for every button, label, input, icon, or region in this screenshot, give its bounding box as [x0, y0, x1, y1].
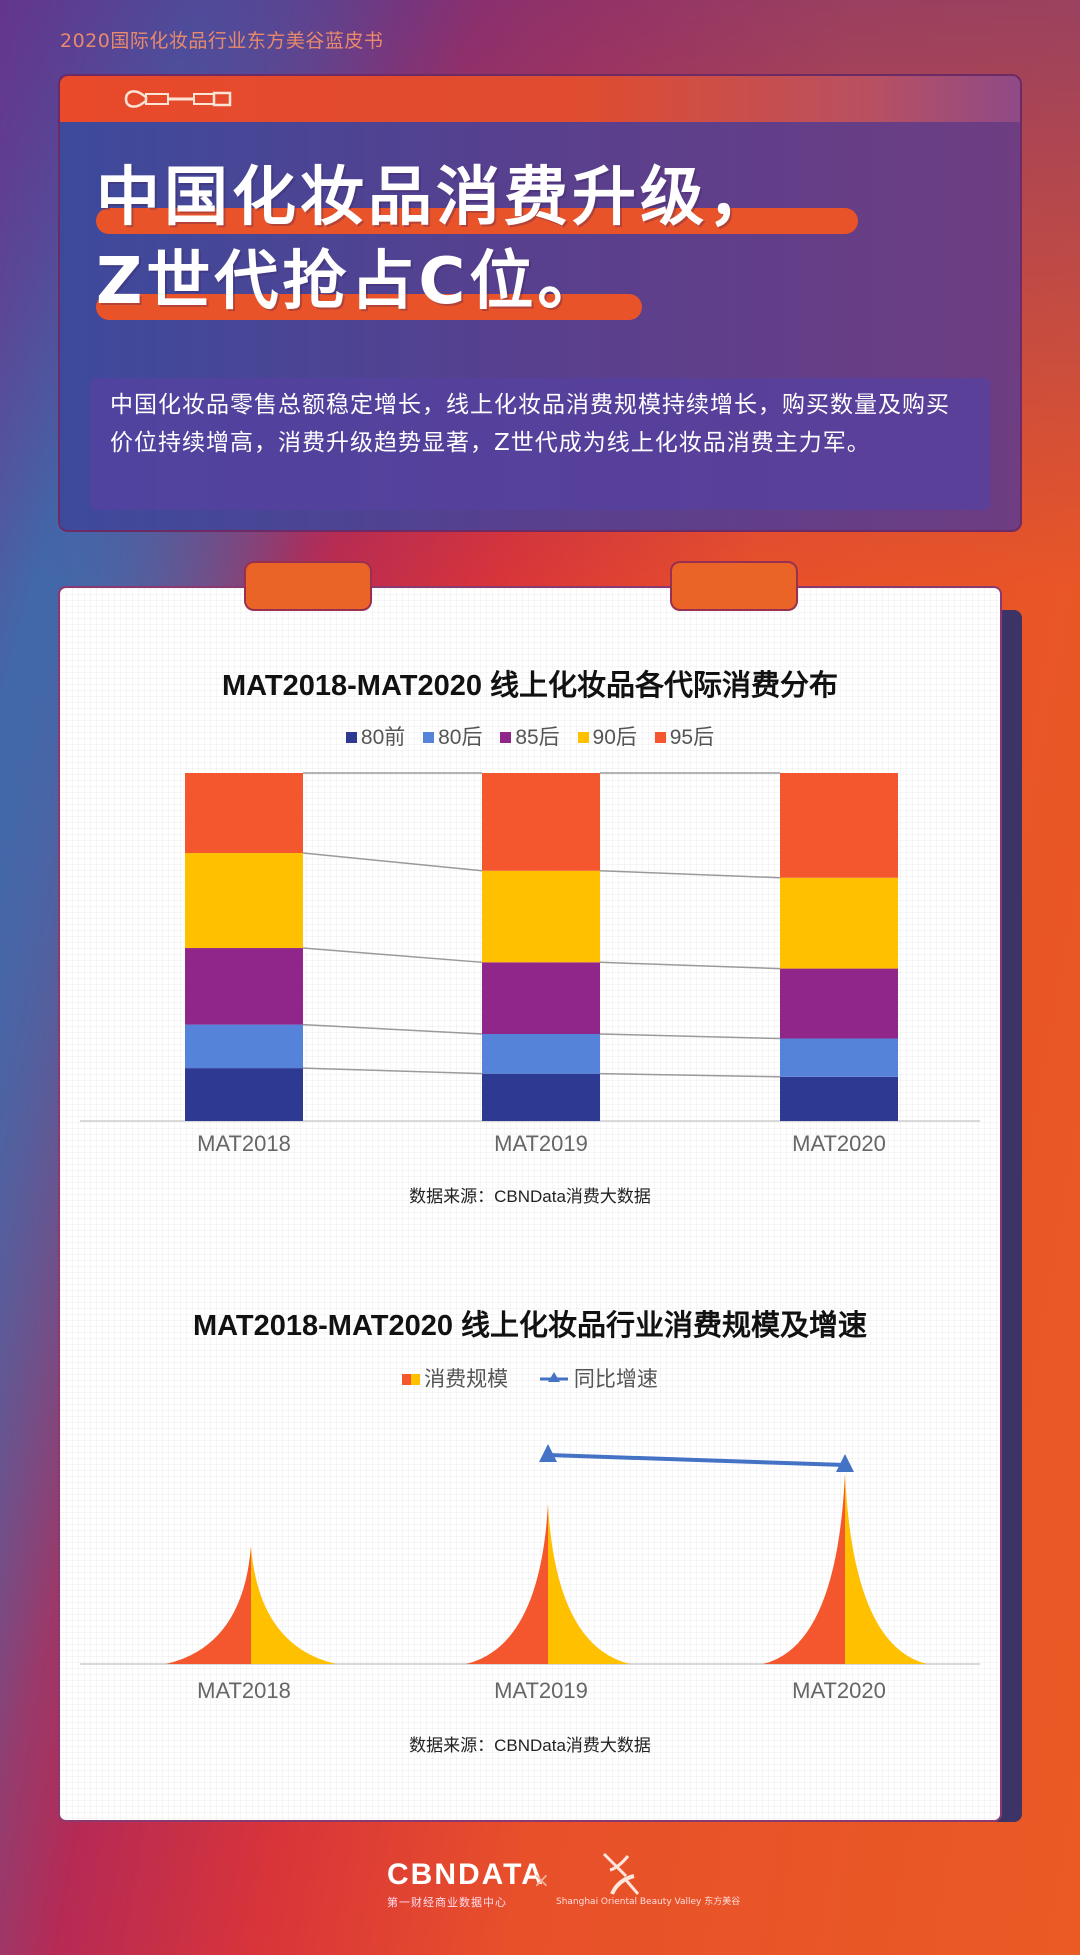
x-label-mat2020: MAT2020 [792, 1678, 886, 1703]
series-connector-line [599, 1033, 781, 1040]
bar-segment [185, 948, 303, 1025]
bar-segment [482, 773, 600, 871]
headline: 中国化妆品消费升级， Z世代抢占C位。 [96, 156, 996, 324]
headline-card: 中国化妆品消费升级， Z世代抢占C位。 中国化妆品零售总额稳定增长，线上化妆品消… [60, 76, 1020, 530]
chart2-source: 数据来源：CBNData消费大数据 [409, 1736, 651, 1755]
chart1-source: 数据来源：CBNData消费大数据 [409, 1187, 651, 1206]
bar-segment [780, 968, 898, 1039]
chart1-plot [80, 772, 980, 1122]
highlight-bar [96, 294, 642, 320]
headline-text-1: 中国化妆品消费升级， [96, 161, 776, 235]
swatch-90hou [577, 732, 589, 743]
triangle-marker-icon [836, 1454, 854, 1472]
x-label-mat2018: MAT2018 [197, 1678, 291, 1703]
card-header-strip [60, 76, 1020, 122]
x-label-mat2020: MAT2020 [792, 1131, 886, 1156]
chart2-legend: 消费规模 同比增速 [60, 1363, 1000, 1393]
bar-segment [185, 1024, 303, 1069]
bar-segment [780, 1038, 898, 1077]
scale-peak-right [548, 1504, 630, 1664]
scale-peak-left [466, 1504, 548, 1664]
logo-separator: × [533, 1868, 550, 1892]
legend-item-85hou: 85后 [500, 721, 560, 751]
scale-peak-right [251, 1546, 336, 1664]
oriental-beauty-valley-icon [602, 1852, 640, 1895]
chart-card: MAT2018-MAT2020 线上化妆品各代际消费分布 80前 80后 85后… [60, 588, 1000, 1820]
bar-segment [780, 877, 898, 969]
cbndata-logo: CBNDATA 第一财经商业数据中心 [387, 1858, 545, 1910]
bar-segment [482, 962, 600, 1034]
bar-segment [780, 1076, 898, 1121]
series-connector-line [302, 852, 483, 872]
series-connector-line [302, 947, 483, 964]
series-connector-line [599, 1072, 781, 1078]
triangle-line-icon [540, 1372, 568, 1382]
legend-label: 80后 [438, 726, 483, 749]
headline-line-2: Z世代抢占C位。 [96, 240, 996, 324]
chart1-legend: 80前 80后 85后 90后 95后 [60, 721, 1000, 751]
scale-peak-left [166, 1546, 251, 1664]
chart2-title: MAT2018-MAT2020 线上化妆品行业消费规模及增速 [192, 1310, 868, 1342]
growth-line [547, 1453, 846, 1467]
makeup-wand-icon [124, 90, 232, 108]
triangle-marker-icon [539, 1444, 557, 1462]
bar-segment [482, 870, 600, 963]
legend-label: 95后 [669, 726, 715, 749]
bar-segment [780, 773, 898, 878]
bar-segment [185, 853, 303, 949]
cbndata-logo-text: CBNDATA [387, 1858, 545, 1891]
legend-label: 90后 [592, 726, 637, 749]
legend-label: 85后 [515, 726, 560, 749]
scale-peak-right [845, 1473, 927, 1664]
series-connector-line [599, 870, 781, 879]
bar-segment [482, 1034, 600, 1074]
swatch-95hou [654, 732, 666, 743]
bar-segment [185, 1068, 303, 1121]
series-connector-line [599, 961, 781, 970]
legend-item-95hou: 95后 [654, 721, 715, 751]
headline-line-1: 中国化妆品消费升级， [96, 156, 996, 240]
swatch-scale [402, 1374, 421, 1385]
headline-text-2: Z世代抢占C位。 [96, 245, 606, 319]
x-label-mat2019: MAT2019 [494, 1678, 588, 1703]
legend-item-80qian: 80前 [345, 721, 406, 751]
bar-segment [185, 773, 303, 854]
legend-label: 消费规模 [424, 1368, 509, 1391]
legend-label: 同比增速 [573, 1368, 658, 1391]
legend-item-90hou: 90后 [577, 721, 637, 751]
legend-item-growth: 同比增速 [540, 1363, 658, 1393]
swatch-80qian [345, 732, 357, 743]
binder-tab-right [672, 563, 796, 609]
oriental-beauty-valley-subtitle: Shanghai Oriental Beauty Valley 东方美谷 [556, 1897, 741, 1907]
x-label-mat2018: MAT2018 [197, 1131, 291, 1156]
highlight-bar [96, 208, 858, 234]
legend-item-80hou: 80后 [423, 721, 482, 751]
oriental-beauty-valley-logo: Shanghai Oriental Beauty Valley 东方美谷 [556, 1850, 740, 1907]
series-connector-line [302, 1067, 483, 1075]
chart2-plot [80, 1444, 980, 1665]
description-box: 中国化妆品零售总额稳定增长，线上化妆品消费规模持续增长，购买数量及购买价位持续增… [90, 378, 990, 510]
description-text: 中国化妆品零售总额稳定增长，线上化妆品消费规模持续增长，购买数量及购买价位持续增… [110, 392, 950, 456]
legend-item-scale: 消费规模 [402, 1363, 508, 1393]
bar-segment [482, 1073, 600, 1121]
series-connector-line [302, 1023, 483, 1035]
scale-peak-left [763, 1473, 845, 1664]
report-name: 2020国际化妆品行业东方美谷蓝皮书 [60, 30, 384, 52]
swatch-80hou [423, 732, 435, 743]
swatch-85hou [500, 732, 512, 743]
x-label-mat2019: MAT2019 [494, 1131, 588, 1156]
chart1-title: MAT2018-MAT2020 线上化妆品各代际消费分布 [221, 670, 839, 702]
legend-label: 80前 [360, 726, 406, 749]
cbndata-logo-subtitle: 第一财经商业数据中心 [387, 1896, 507, 1909]
binder-tab-left [246, 563, 370, 609]
